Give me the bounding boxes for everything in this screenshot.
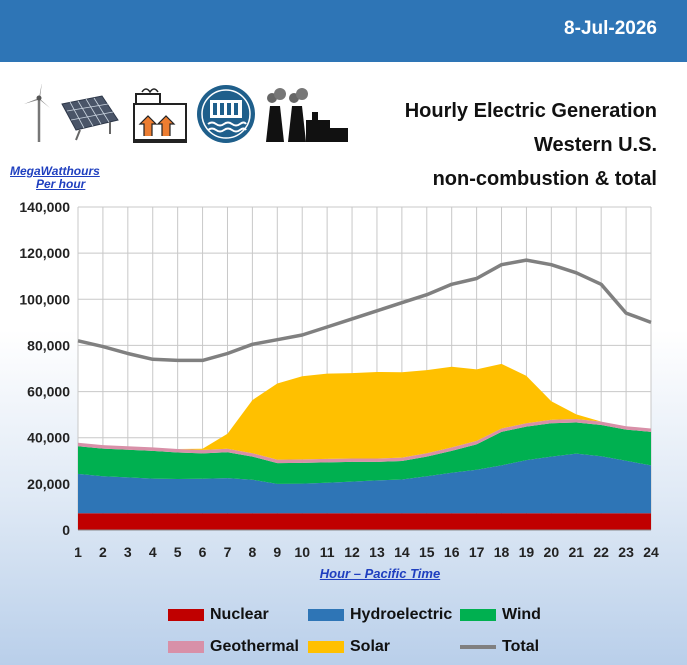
area-solar [78, 363, 651, 460]
x-tick-label: 3 [124, 544, 132, 560]
y-tick-label: 100,000 [19, 291, 70, 307]
x-tick-label: 20 [544, 544, 560, 560]
x-tick-label: 11 [320, 544, 335, 560]
legend-item-geothermal: Geothermal [168, 638, 299, 656]
legend-label-hydroelectric: Hydroelectric [350, 606, 453, 623]
hydro-dam-icon [197, 85, 255, 143]
x-tick-label: 23 [618, 544, 634, 560]
x-tick-label: 21 [568, 544, 584, 560]
legend-label-nuclear: Nuclear [210, 606, 269, 623]
area-hydroelectric [78, 453, 651, 514]
header-bar: 8-Jul-2026 [0, 0, 687, 62]
legend-item-solar: Solar [308, 638, 390, 656]
legend-item-total: Total [460, 638, 539, 656]
x-tick-label: 8 [248, 544, 256, 560]
y-tick-label: 140,000 [19, 199, 70, 215]
power-plant-icon [266, 88, 348, 142]
x-tick-label: 18 [494, 544, 510, 560]
x-tick-label: 12 [344, 544, 360, 560]
legend-item-hydroelectric: Hydroelectric [308, 606, 452, 624]
chart-title-line1: Hourly Electric Generation [404, 100, 657, 122]
geothermal-plant-icon [133, 88, 187, 143]
x-tick-label: 16 [444, 544, 460, 560]
line-total [77, 258, 652, 363]
x-tick-label: 9 [273, 544, 281, 560]
legend-label-wind: Wind [502, 606, 541, 623]
legend-swatch-hydroelectric [308, 609, 344, 621]
x-tick-label: 19 [519, 544, 535, 560]
x-tick-label: 1 [74, 544, 82, 560]
legend-label-geothermal: Geothermal [210, 638, 299, 655]
area-geothermal [78, 419, 651, 464]
legend-swatch-solar [308, 641, 344, 653]
y-tick-label: 80,000 [27, 337, 70, 353]
x-tick-label: 13 [369, 544, 385, 560]
x-tick-label: 24 [643, 544, 659, 560]
legend-swatch-nuclear [168, 609, 204, 621]
x-tick-label: 6 [199, 544, 207, 560]
legend-label-solar: Solar [350, 638, 391, 655]
x-tick-label: 5 [174, 544, 182, 560]
y-tick-label: 60,000 [27, 384, 70, 400]
legend-item-wind: Wind [460, 606, 541, 624]
solar-panel-icon [61, 95, 119, 141]
x-tick-label: 17 [469, 544, 485, 560]
y-tick-label: 40,000 [27, 430, 70, 446]
y-tick-label: 120,000 [19, 245, 70, 261]
x-tick-label: 15 [419, 544, 435, 560]
x-tick-label: 10 [294, 544, 310, 560]
legend-item-nuclear: Nuclear [168, 606, 269, 624]
x-tick-label: 7 [224, 544, 232, 560]
y-tick-label: 0 [62, 522, 70, 538]
legend-swatch-total [460, 645, 496, 649]
energy-icons [24, 84, 348, 143]
area-wind [78, 422, 651, 484]
y-axis-label-line1: MegaWatthours [10, 164, 100, 178]
report-date: 8-Jul-2026 [564, 18, 657, 39]
wind-turbine-icon [24, 84, 50, 142]
legend-swatch-wind [460, 609, 496, 621]
legend-label-total: Total [502, 638, 540, 655]
x-tick-label: 2 [99, 544, 107, 560]
chart-title-line3: non-combustion & total [432, 168, 657, 190]
legend-swatch-geothermal [168, 641, 204, 653]
y-axis-label-line2: Per hour [36, 177, 86, 191]
x-tick-label: 14 [394, 544, 410, 560]
chart-title-line2: Western U.S. [534, 134, 657, 156]
area-nuclear [78, 513, 651, 530]
x-axis-label: Hour – Pacific Time [319, 566, 441, 581]
y-tick-label: 20,000 [27, 476, 70, 492]
y-axis-label: MegaWatthours Per hour [10, 165, 120, 191]
x-tick-label: 4 [149, 544, 157, 560]
x-tick-label: 22 [593, 544, 609, 560]
